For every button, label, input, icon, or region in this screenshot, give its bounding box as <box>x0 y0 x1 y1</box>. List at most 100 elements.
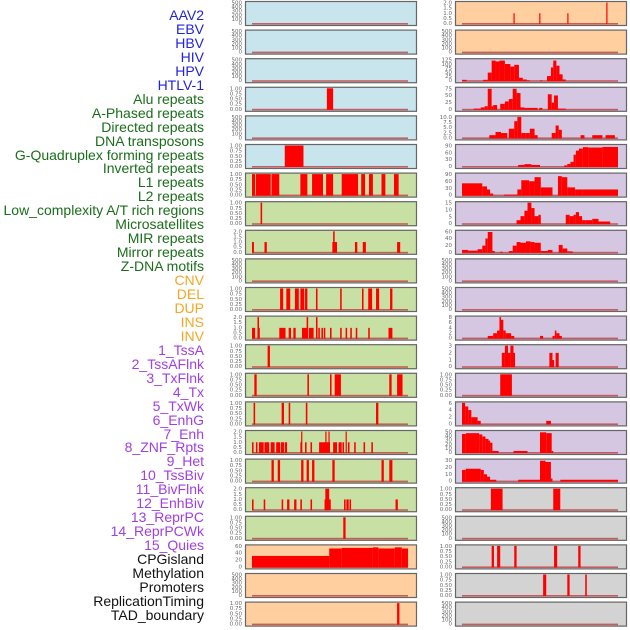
signal-bar <box>300 499 302 511</box>
panel-border <box>244 258 418 284</box>
y-tick-label: 0 <box>449 250 453 256</box>
panel-baseline <box>252 23 408 25</box>
signal-bar <box>487 72 492 82</box>
y-tick-label: 4 <box>449 325 453 331</box>
signal-bar <box>284 145 304 167</box>
signal-bar <box>550 67 554 82</box>
signal-bar <box>324 499 331 511</box>
track-panel: 2.01.51.00.50.0 <box>233 315 418 342</box>
y-tick-label: 25 <box>445 100 452 106</box>
signal-bar <box>388 327 393 339</box>
track-label: 2_TssAFlnk <box>131 355 204 372</box>
y-tick-label: 30 <box>445 157 452 163</box>
y-tick-label: 2 <box>449 330 453 336</box>
signal-bar <box>401 548 408 568</box>
track-label: CPGisland <box>137 551 204 568</box>
signal-bar <box>501 133 508 139</box>
y-tick-label: 25 <box>445 74 452 80</box>
signal-bar <box>315 317 318 339</box>
signal-bar <box>252 499 254 511</box>
y-tick-label: 10.0 <box>440 115 453 121</box>
y-tick-label: 0 <box>449 193 453 199</box>
panel-background <box>245 573 417 598</box>
panel-baseline <box>252 366 408 368</box>
signal-bar <box>340 288 342 310</box>
signal-bar <box>473 108 481 110</box>
signal-bar <box>547 249 553 253</box>
signal-bar <box>397 242 401 253</box>
signal-bar <box>487 335 494 339</box>
signal-bar <box>288 402 291 425</box>
signal-bar <box>483 79 488 82</box>
signal-bar <box>332 460 335 482</box>
y-tick-label: 0 <box>239 135 243 141</box>
track-label: DUP <box>174 299 204 316</box>
signal-bar <box>361 288 364 310</box>
panel-border <box>244 229 418 255</box>
signal-bar <box>560 479 618 482</box>
signal-bar <box>565 214 570 225</box>
signal-bar <box>294 288 299 310</box>
y-tick-label: 100 <box>232 46 243 52</box>
signal-bar <box>497 545 501 568</box>
y-tick-label: 0.25 <box>440 388 453 394</box>
y-tick-label: 125 <box>442 58 453 64</box>
signal-bar <box>389 460 393 482</box>
y-tick-label: 0.00 <box>230 622 243 628</box>
y-tick-label: 40 <box>445 434 452 440</box>
signal-bar <box>334 374 341 396</box>
signal-bar <box>552 335 555 339</box>
y-tick-label: 400 <box>232 33 243 39</box>
signal-bar <box>465 433 480 453</box>
y-tick-label: 100 <box>232 589 243 595</box>
panel-border <box>244 429 418 456</box>
signal-bar <box>570 161 574 167</box>
signal-bar <box>592 218 599 225</box>
signal-bar <box>344 499 346 511</box>
track-panel: 1.000.750.500.250.00 <box>440 487 628 513</box>
y-tick-label: 300 <box>232 123 243 129</box>
panel-border <box>454 86 628 112</box>
signal-bar <box>592 135 603 139</box>
signal-bar <box>491 106 494 110</box>
signal-bar <box>471 417 478 425</box>
signal-bar <box>539 107 543 110</box>
panel-baseline <box>462 623 618 626</box>
y-tick-label: 0.0 <box>443 135 452 141</box>
signal-bar <box>585 574 587 596</box>
y-tick-label: 0 <box>239 50 243 56</box>
y-tick-label: 90 <box>445 144 452 150</box>
signal-bar <box>354 242 358 253</box>
y-tick-label: 20 <box>445 243 452 249</box>
signal-bar <box>510 66 515 82</box>
signal-bar <box>575 212 579 225</box>
track-panel: 1.000.750.500.250.00 <box>440 372 628 399</box>
track-label: Microsatellites <box>115 216 204 233</box>
track-label: A-Phased repeats <box>91 104 204 121</box>
signal-bar <box>514 64 519 82</box>
y-tick-label: 50 <box>445 93 452 99</box>
signal-bar <box>490 488 503 511</box>
signal-bar <box>264 442 270 453</box>
signal-bar <box>288 327 291 339</box>
y-tick-label: 0.0 <box>443 21 452 27</box>
signal-bar <box>363 442 366 453</box>
panel-baseline <box>462 595 618 597</box>
signal-bar <box>540 187 553 196</box>
y-tick-label: 1.00 <box>440 372 453 378</box>
signal-bar <box>263 499 266 511</box>
track-labels: AAV2 EBV HBV HIV HPV HTLV-1 Alu repeats A-Phase… <box>0 0 205 630</box>
panel-baseline <box>252 537 408 540</box>
y-tick-label: 4 <box>449 408 453 414</box>
y-tick-label: 0.00 <box>230 221 243 227</box>
signal-bar <box>492 450 499 453</box>
signal-bar <box>551 102 555 110</box>
signal-bar <box>582 147 589 167</box>
panel-border <box>244 601 418 627</box>
y-tick-label: 400 <box>232 62 243 68</box>
y-tick-label: 100 <box>232 274 243 280</box>
